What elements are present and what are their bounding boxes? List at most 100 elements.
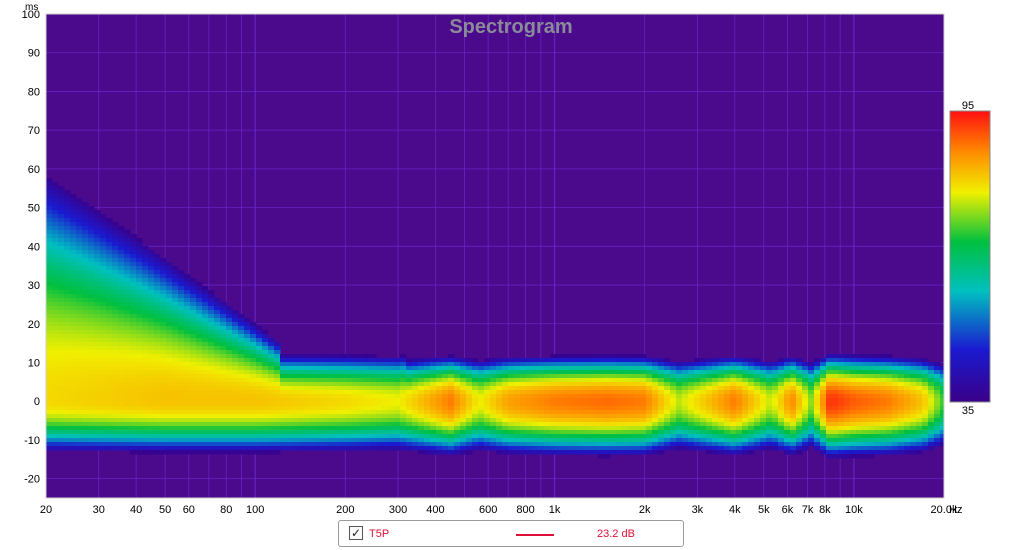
heatmap-cell (490, 410, 497, 415)
heatmap-cell (622, 386, 629, 391)
heatmap-cell (616, 366, 623, 371)
heatmap-cell (202, 434, 209, 439)
heatmap-cell (760, 406, 767, 411)
heatmap-cell (154, 422, 161, 427)
heatmap-cell (646, 362, 653, 367)
heatmap-cell (874, 390, 881, 395)
heatmap-cell (88, 278, 95, 283)
heatmap-cell (334, 418, 341, 423)
heatmap-cell (154, 390, 161, 395)
heatmap-cell (304, 426, 311, 431)
heatmap-cell (874, 374, 881, 379)
heatmap-cell (556, 438, 563, 443)
heatmap-cell (190, 398, 197, 403)
heatmap-cell (364, 390, 371, 395)
heatmap-cell (448, 422, 455, 427)
heatmap-cell (244, 338, 251, 343)
heatmap-cell (610, 386, 617, 391)
heatmap-cell (562, 386, 569, 391)
heatmap-cell (616, 358, 623, 363)
heatmap-cell (364, 386, 371, 391)
heatmap-cell (202, 446, 209, 451)
heatmap-cell (910, 366, 917, 371)
heatmap-cell (112, 390, 119, 395)
heatmap-cell (904, 390, 911, 395)
heatmap-cell (922, 410, 929, 415)
heatmap-cell (262, 414, 269, 419)
heatmap-cell (328, 442, 335, 447)
heatmap-cell (880, 382, 887, 387)
heatmap-cell (412, 442, 419, 447)
heatmap-cell (124, 286, 131, 291)
heatmap-cell (730, 406, 737, 411)
heatmap-cell (478, 370, 485, 375)
heatmap-cell (166, 434, 173, 439)
heatmap-cell (460, 414, 467, 419)
heatmap-cell (82, 390, 89, 395)
heatmap-cell (700, 374, 707, 379)
heatmap-cell (556, 418, 563, 423)
heatmap-cell (910, 430, 917, 435)
heatmap-cell (802, 362, 809, 367)
heatmap-cell (760, 378, 767, 383)
heatmap-cell (610, 442, 617, 447)
heatmap-cell (142, 346, 149, 351)
heatmap-cell (130, 246, 137, 251)
heatmap-cell (556, 410, 563, 415)
heatmap-cell (832, 426, 839, 431)
heatmap-cell (82, 406, 89, 411)
heatmap-cell (262, 402, 269, 407)
heatmap-cell (88, 442, 95, 447)
heatmap-cell (604, 454, 611, 459)
heatmap-cell (370, 434, 377, 439)
heatmap-cell (286, 394, 293, 399)
heatmap-cell (712, 382, 719, 387)
heatmap-cell (214, 418, 221, 423)
heatmap-cell (148, 258, 155, 263)
heatmap-cell (568, 450, 575, 455)
heatmap-cell (694, 366, 701, 371)
heatmap-cell (424, 374, 431, 379)
heatmap-cell (790, 414, 797, 419)
heatmap-cell (826, 418, 833, 423)
heatmap-cell (238, 422, 245, 427)
heatmap-cell (58, 426, 65, 431)
heatmap-cell (796, 406, 803, 411)
heatmap-cell (316, 446, 323, 451)
heatmap-cell (178, 370, 185, 375)
heatmap-cell (82, 322, 89, 327)
heatmap-cell (268, 418, 275, 423)
heatmap-cell (898, 370, 905, 375)
heatmap-cell (124, 314, 131, 319)
heatmap-cell (94, 310, 101, 315)
heatmap-cell (346, 418, 353, 423)
heatmap-cell (112, 410, 119, 415)
heatmap-cell (760, 430, 767, 435)
heatmap-cell (196, 282, 203, 287)
heatmap-cell (562, 422, 569, 427)
heatmap-cell (100, 358, 107, 363)
heatmap-cell (928, 438, 935, 443)
heatmap-cell (76, 334, 83, 339)
heatmap-cell (268, 382, 275, 387)
heatmap-cell (322, 398, 329, 403)
heatmap-cell (622, 450, 629, 455)
heatmap-cell (598, 366, 605, 371)
heatmap-cell (214, 378, 221, 383)
heatmap-cell (478, 382, 485, 387)
heatmap-cell (46, 198, 53, 203)
heatmap-cell (604, 390, 611, 395)
heatmap-cell (844, 430, 851, 435)
heatmap-cell (142, 378, 149, 383)
heatmap-cell (160, 262, 167, 267)
heatmap-cell (286, 390, 293, 395)
legend-checkbox[interactable]: ✓ (349, 526, 363, 540)
heatmap-cell (304, 370, 311, 375)
heatmap-cell (52, 278, 59, 283)
heatmap-cell (604, 378, 611, 383)
heatmap-cell (736, 434, 743, 439)
heatmap-cell (172, 450, 179, 455)
heatmap-cell (424, 394, 431, 399)
heatmap-cell (52, 430, 59, 435)
heatmap-cell (664, 390, 671, 395)
